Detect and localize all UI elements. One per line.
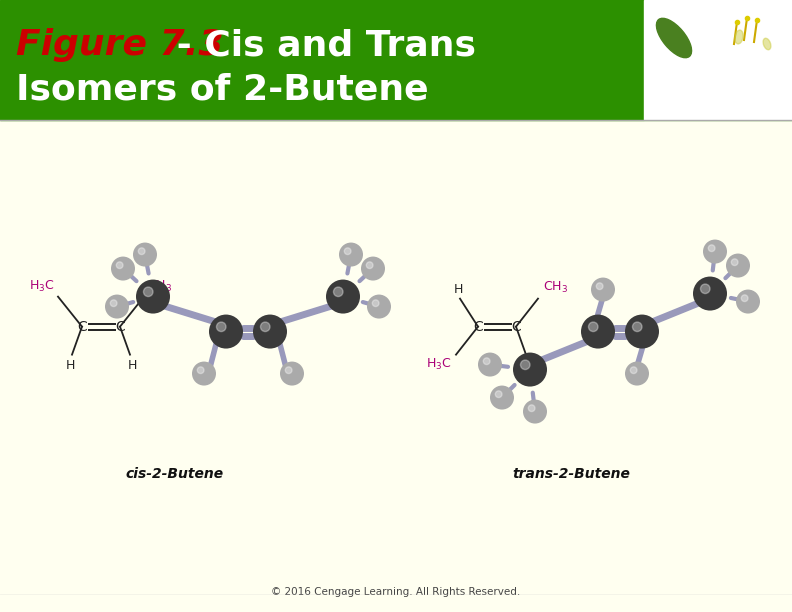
Circle shape <box>216 322 226 332</box>
Text: C: C <box>77 319 87 334</box>
Circle shape <box>736 289 760 313</box>
Circle shape <box>700 284 710 294</box>
Circle shape <box>139 248 145 255</box>
Ellipse shape <box>763 38 771 50</box>
Ellipse shape <box>712 0 736 50</box>
Circle shape <box>495 391 502 398</box>
Circle shape <box>630 367 637 373</box>
Circle shape <box>483 358 490 365</box>
Circle shape <box>345 248 351 255</box>
Text: C: C <box>511 319 521 334</box>
Circle shape <box>490 386 514 409</box>
Ellipse shape <box>744 6 770 54</box>
Circle shape <box>326 280 360 313</box>
Circle shape <box>523 400 547 424</box>
Circle shape <box>596 283 603 289</box>
Circle shape <box>625 315 659 349</box>
Circle shape <box>209 315 243 349</box>
Circle shape <box>633 322 642 332</box>
Circle shape <box>708 245 715 252</box>
Circle shape <box>333 287 343 297</box>
Circle shape <box>133 242 157 267</box>
Circle shape <box>110 300 117 307</box>
Circle shape <box>520 360 530 370</box>
Text: CH$_3$: CH$_3$ <box>543 280 568 294</box>
Circle shape <box>588 322 598 332</box>
Circle shape <box>111 256 135 280</box>
Bar <box>0 0 792 120</box>
Circle shape <box>285 367 292 373</box>
Circle shape <box>261 322 270 332</box>
Circle shape <box>726 253 750 278</box>
Circle shape <box>105 294 129 319</box>
Text: H$_3$C: H$_3$C <box>426 357 452 371</box>
Circle shape <box>197 367 204 373</box>
Circle shape <box>116 262 123 269</box>
Circle shape <box>478 353 502 376</box>
Circle shape <box>366 262 373 269</box>
Text: trans-2-Butene: trans-2-Butene <box>512 467 630 481</box>
Circle shape <box>192 362 216 386</box>
Circle shape <box>741 295 748 302</box>
Circle shape <box>703 239 727 264</box>
Circle shape <box>625 362 649 386</box>
Circle shape <box>693 277 727 310</box>
Text: H: H <box>65 359 74 371</box>
Text: © 2016 Cengage Learning. All Rights Reserved.: © 2016 Cengage Learning. All Rights Rese… <box>272 587 520 597</box>
Text: Isomers of 2-Butene: Isomers of 2-Butene <box>16 72 428 106</box>
Bar <box>644 0 792 120</box>
Circle shape <box>136 280 170 313</box>
Circle shape <box>581 315 615 349</box>
Ellipse shape <box>727 67 767 94</box>
Circle shape <box>528 405 535 411</box>
Text: H: H <box>453 283 463 296</box>
Circle shape <box>339 242 363 267</box>
Circle shape <box>361 256 385 280</box>
Text: - Cis and Trans: - Cis and Trans <box>164 28 476 62</box>
Circle shape <box>253 315 287 349</box>
Text: cis-2-Butene: cis-2-Butene <box>126 467 224 481</box>
Circle shape <box>731 259 738 266</box>
Text: C: C <box>115 319 125 334</box>
Circle shape <box>280 362 304 386</box>
Text: Figure 7.3: Figure 7.3 <box>16 28 223 62</box>
Text: H$_3$C: H$_3$C <box>29 278 55 294</box>
Text: H: H <box>128 359 137 371</box>
Circle shape <box>591 278 615 302</box>
Ellipse shape <box>735 30 743 44</box>
Text: CH$_3$: CH$_3$ <box>147 278 172 294</box>
Ellipse shape <box>758 33 792 70</box>
Circle shape <box>143 287 153 297</box>
Text: C: C <box>473 319 483 334</box>
Circle shape <box>372 300 379 307</box>
Circle shape <box>367 294 391 319</box>
Ellipse shape <box>657 18 691 58</box>
Text: H: H <box>524 357 533 370</box>
Circle shape <box>513 353 547 387</box>
